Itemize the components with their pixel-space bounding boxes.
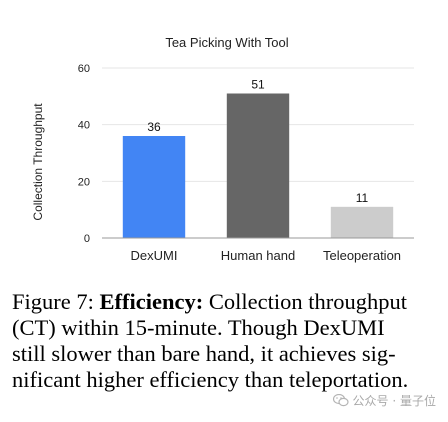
bar-dexumi (122, 136, 186, 238)
bars (122, 93, 394, 238)
y-tick-label: 60 (78, 63, 90, 75)
data-labels: 36 51 11 (147, 78, 368, 205)
y-axis-label: Collection Throughput (31, 103, 45, 221)
watermark-text: 公众号 · 量子位 (352, 394, 436, 408)
figure-7: Tea Picking With Tool Collection Through… (31, 35, 414, 263)
caption-bold-label: Efficiency: (99, 289, 204, 314)
caption-figure-label: Figure 7: (12, 289, 94, 314)
data-label: 36 (147, 120, 161, 134)
bar-human-hand (226, 93, 290, 238)
figure-caption: Figure 7: Efficiency: Collection through… (12, 289, 436, 393)
data-label: 11 (356, 191, 369, 205)
wechat-icon (332, 393, 349, 407)
caption-line-1: Collection throughput (208, 289, 407, 314)
category-labels: DexUMI Human hand Teleoperation (131, 248, 402, 263)
bar-chart: Tea Picking With Tool Collection Through… (31, 35, 414, 263)
caption-line-3: still slower than bare hand, it achieves… (12, 341, 396, 366)
caption-line-4: nificant higher efficiency than teleport… (12, 367, 409, 392)
category-label: Human hand (221, 248, 295, 263)
y-tick-labels: 0 20 40 60 (78, 63, 90, 245)
watermark: 公众号 · 量子位 (332, 392, 436, 409)
chart-title: Tea Picking With Tool (165, 35, 288, 50)
y-tick-label: 40 (78, 120, 90, 132)
y-tick-label: 0 (84, 233, 90, 245)
data-label: 51 (251, 78, 265, 92)
caption-line-2: (CT) within 15-minute. Though DexUMI (12, 315, 385, 340)
bar-teleoperation (330, 206, 394, 238)
category-label: Teleoperation (323, 248, 401, 263)
category-label: DexUMI (131, 248, 178, 263)
y-tick-label: 20 (78, 176, 90, 188)
